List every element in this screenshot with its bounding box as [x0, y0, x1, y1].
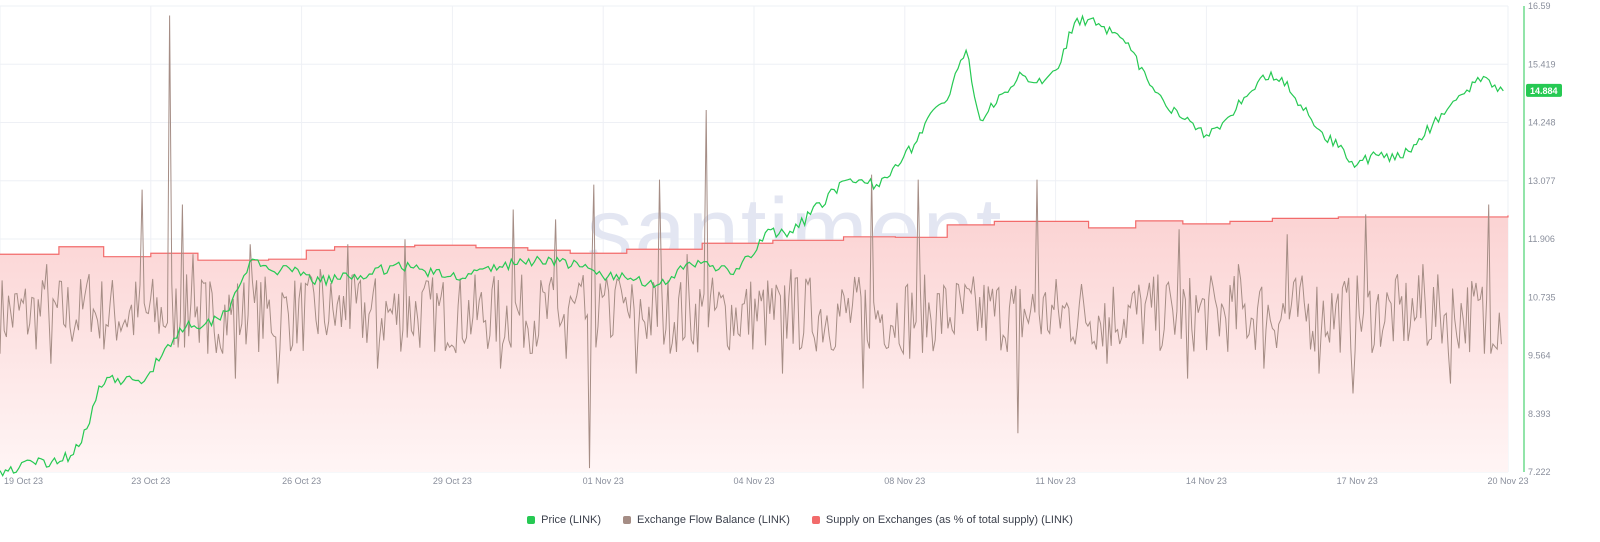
- y-tick-label: 11.906: [1528, 234, 1555, 244]
- price-series: [0, 14, 1504, 478]
- legend-item-flow[interactable]: Exchange Flow Balance (LINK): [623, 514, 790, 526]
- legend-swatch-price: [527, 516, 536, 524]
- x-tick-label: 17 Nov 23: [1337, 476, 1378, 486]
- y-tick-label: 13.077: [1528, 176, 1556, 186]
- axes: 16.59 15.419 14.248 13.077 11.906 10.735 9.564…: [4, 1, 1562, 486]
- x-tick-label: 01 Nov 23: [583, 476, 624, 486]
- flow-line: [0, 15, 1502, 469]
- y-tick-label: 14.248: [1528, 118, 1556, 128]
- x-tick-label: 29 Oct 23: [433, 476, 472, 486]
- current-price-tag: [1526, 83, 1562, 97]
- y-tick-label: 7.222: [1528, 467, 1551, 477]
- chart-canvas: santiment 16.5915.41914.24813.07711.9061…: [0, 1, 1562, 486]
- legend-label-flow: Exchange Flow Balance (LINK): [637, 514, 790, 526]
- supply-series: [0, 215, 1509, 472]
- x-tick-label: 04 Nov 23: [733, 476, 774, 486]
- legend: Price (LINK) Exchange Flow Balance (LINK…: [0, 514, 1600, 526]
- y-tick-label: 15.419: [1528, 59, 1556, 69]
- legend-label-price: Price (LINK): [541, 514, 602, 526]
- legend-swatch-supply: [811, 516, 820, 524]
- current-price-label: 14.884: [1530, 86, 1558, 96]
- x-tick-label: 20 Nov 23: [1487, 476, 1528, 486]
- x-tick-label: 11 Nov 23: [1035, 476, 1075, 486]
- x-tick-label: 08 Nov 23: [884, 476, 925, 486]
- legend-item-supply[interactable]: Supply on Exchanges (as % of total suppl…: [811, 514, 1073, 526]
- x-tick-label: 23 Oct 23: [131, 476, 170, 486]
- y-tick-label: 10.735: [1528, 292, 1556, 302]
- x-tick-label: 19 Oct 23: [4, 476, 43, 486]
- y-tick-label: 8.393: [1528, 409, 1551, 419]
- supply-line: [0, 215, 1509, 261]
- flow-series: [0, 15, 1502, 469]
- y-tick-label: 16.59: [1528, 1, 1551, 11]
- legend-item-price[interactable]: Price (LINK): [527, 514, 601, 526]
- legend-swatch-flow: [623, 516, 632, 524]
- price-line: [0, 14, 1504, 478]
- supply-area: [0, 215, 1508, 472]
- x-tick-label: 14 Nov 23: [1186, 476, 1227, 486]
- x-tick-label: 26 Oct 23: [282, 476, 321, 486]
- y-tick-label: 9.564: [1528, 351, 1551, 361]
- legend-label-supply: Supply on Exchanges (as % of total suppl…: [825, 514, 1073, 526]
